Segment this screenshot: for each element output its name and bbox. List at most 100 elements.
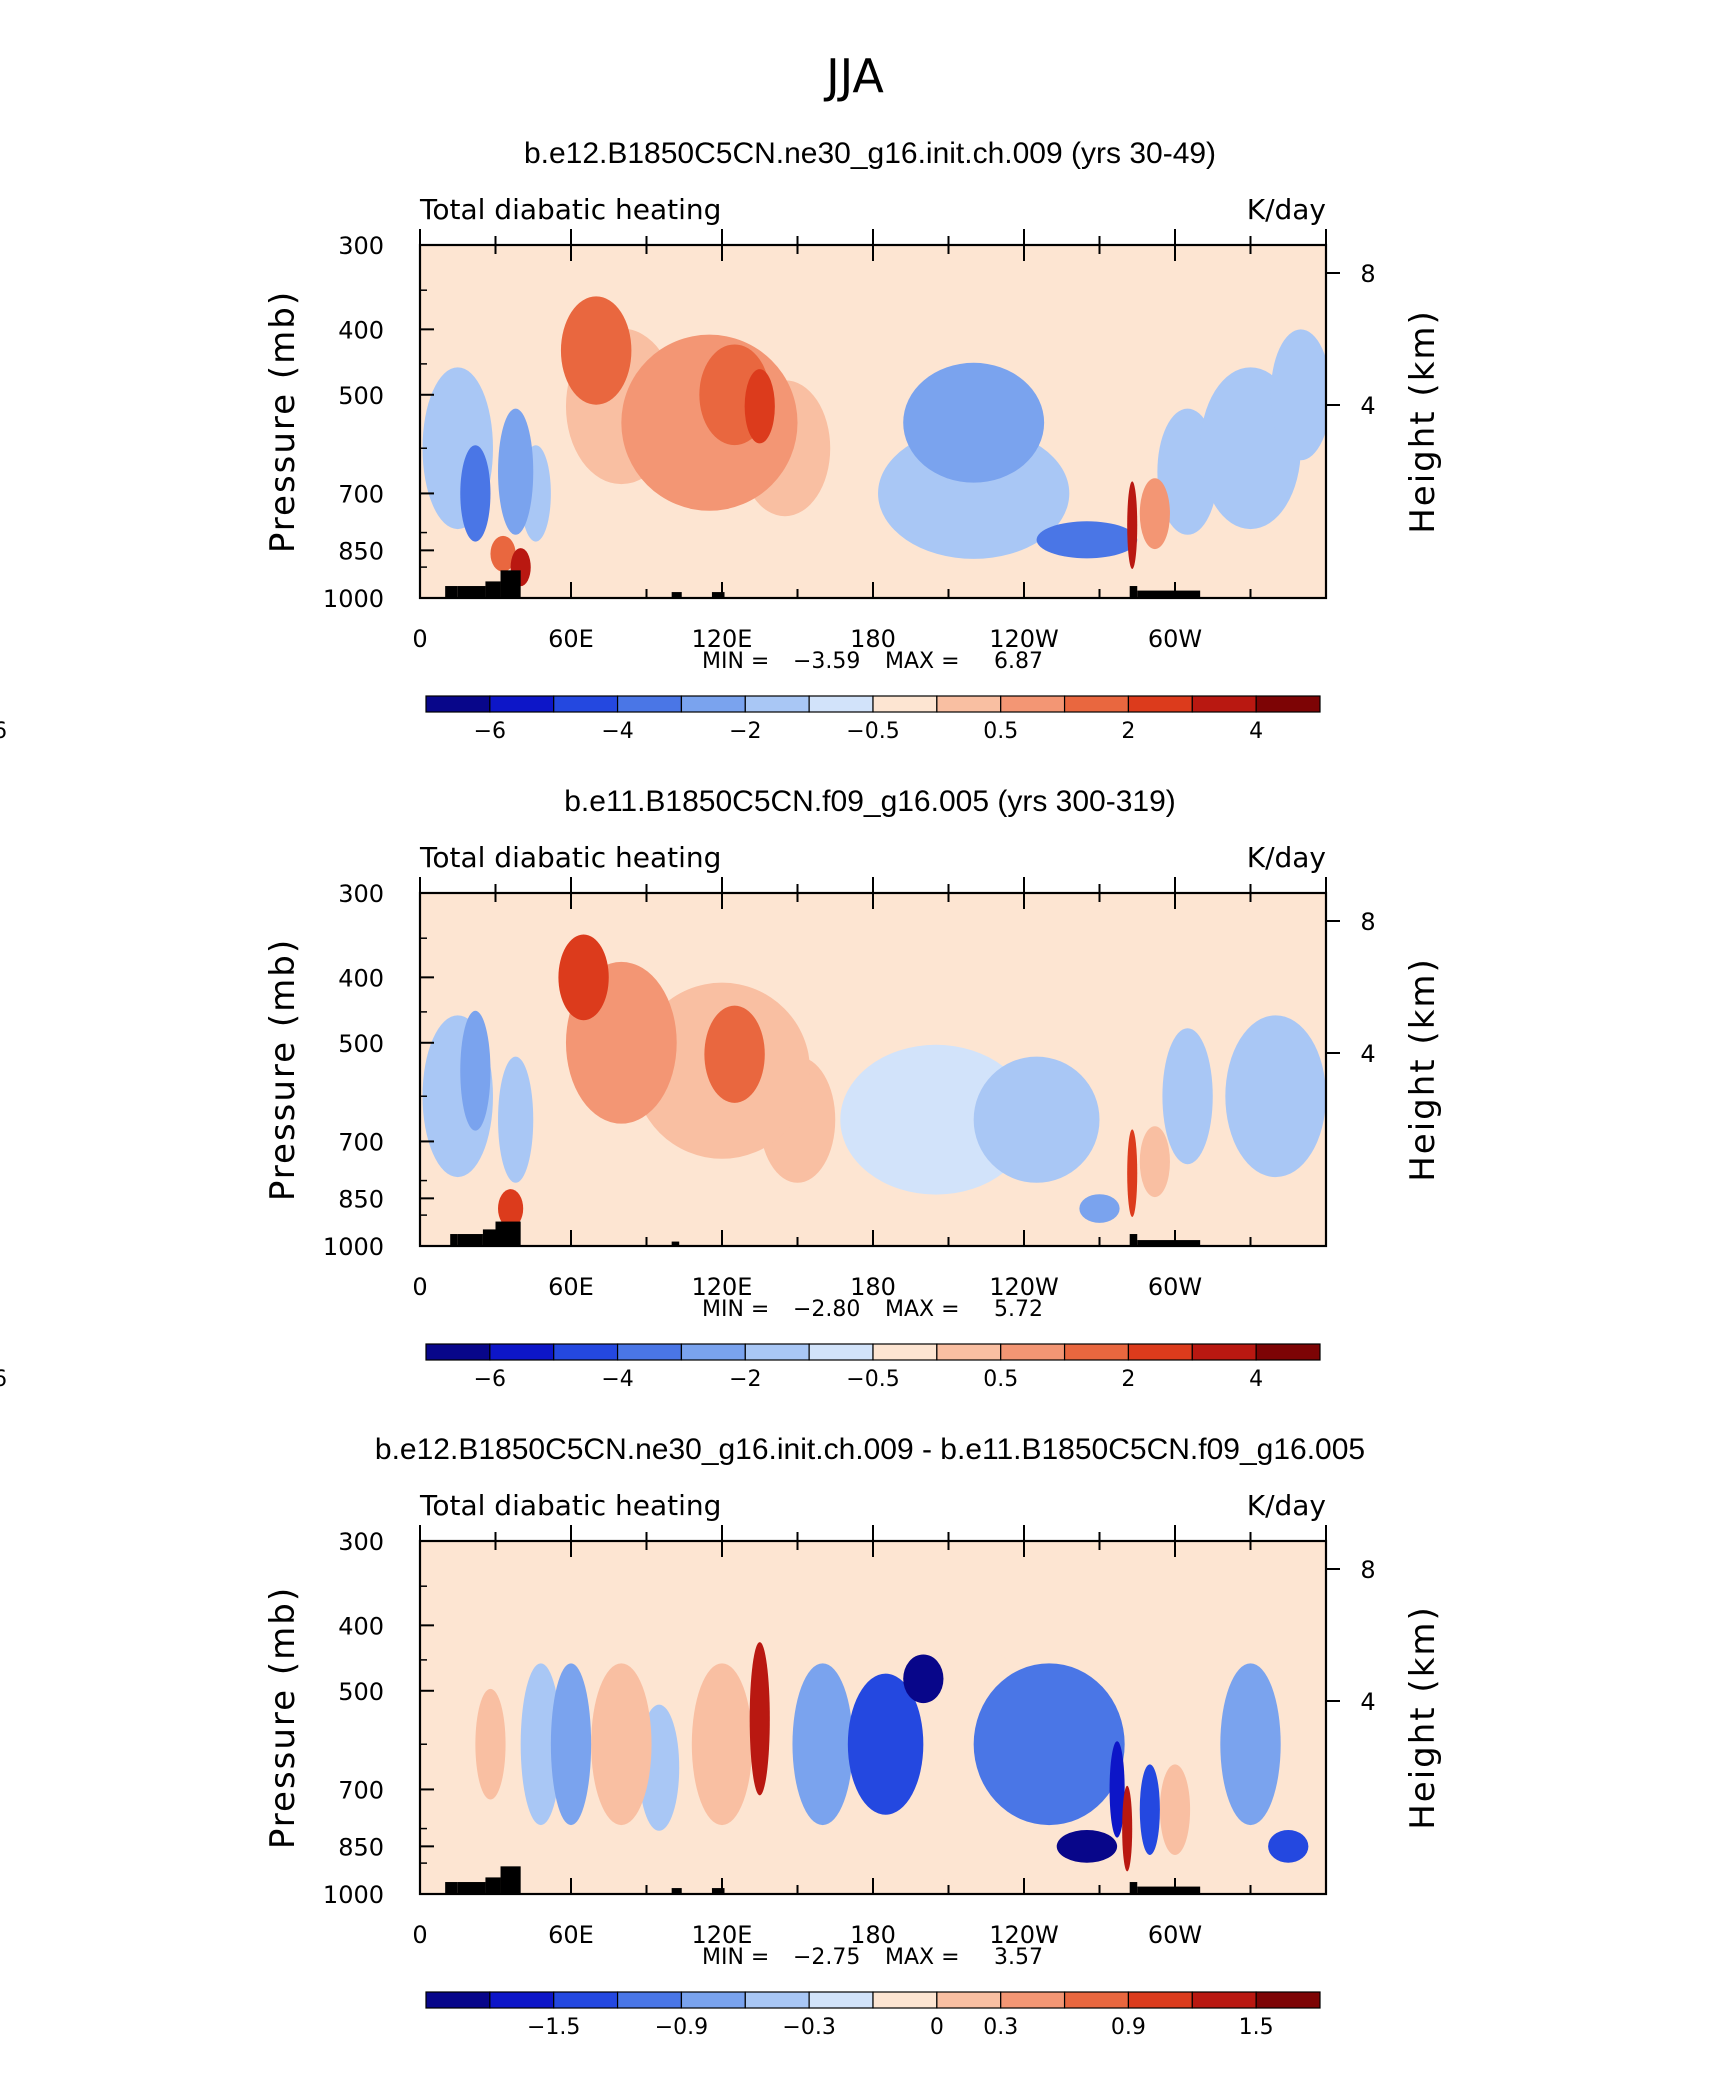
contour-region <box>460 1010 491 1131</box>
contour-region <box>1270 329 1326 461</box>
y-tick-label: 850 <box>338 1833 384 1861</box>
contour-region <box>490 535 516 572</box>
x-tick-label: 0 <box>412 625 427 653</box>
x-tick-label: 120W <box>989 1273 1059 1301</box>
y-tick-label: 700 <box>338 1776 384 1804</box>
topography-mask <box>1129 1882 1138 1894</box>
topography-mask <box>445 586 458 598</box>
topography-mask <box>671 1241 680 1246</box>
units-label: K/day <box>1247 1489 1326 1522</box>
colorbar-swatch <box>1127 695 1193 713</box>
x-tick-label: 120E <box>692 625 753 653</box>
colorbar-swatch <box>553 695 619 713</box>
contour-region <box>520 1663 561 1826</box>
x-tick-label: 180 <box>850 1921 896 1949</box>
colorbar-swatch <box>1063 1343 1130 1361</box>
contour-region <box>460 445 491 542</box>
colorbar: −6 −4 −2 −0.5 0.5 2 4 6 <box>0 695 1321 744</box>
y-tick-label: 500 <box>338 382 384 410</box>
units-label: K/day <box>1247 841 1326 874</box>
min-value: −2.80 <box>793 1297 860 1322</box>
colorbar-swatch <box>489 1991 555 2009</box>
topography-mask <box>495 1221 521 1246</box>
colorbar-swatch <box>808 695 874 713</box>
panel-1: b.e12.B1850C5CN.ne30_g16.init.ch.009 (yr… <box>0 137 1443 744</box>
contour-region <box>591 1663 652 1826</box>
contour-region <box>1127 1129 1138 1217</box>
contour-region <box>498 1056 534 1183</box>
topography-mask <box>457 1234 483 1246</box>
topography-mask <box>450 1234 458 1246</box>
colorbar-label: 2 <box>1121 719 1135 744</box>
colorbar: −6 −4 −2 −0.5 0.5 2 4 6 <box>0 1343 1321 1392</box>
colorbar-label: 1.5 <box>1239 2015 1274 2040</box>
min-value: −2.75 <box>793 1945 860 1970</box>
colorbar-swatch <box>1255 695 1321 713</box>
colorbar-swatch <box>425 695 491 713</box>
colorbar-swatch <box>872 1343 938 1361</box>
colorbar-swatch <box>1191 1343 1257 1361</box>
topography-mask <box>457 1882 486 1894</box>
y-tick-label: 850 <box>338 537 384 565</box>
colorbar-swatch <box>1255 1991 1321 2009</box>
max-value: 5.72 <box>994 1297 1043 1322</box>
topography-mask <box>1129 586 1138 598</box>
colorbar-swatch <box>936 1343 1002 1361</box>
colorbar-swatch <box>553 1991 619 2009</box>
x-tick-label: 0 <box>412 1273 427 1301</box>
colorbar-swatch <box>1063 1991 1130 2009</box>
panel-title: b.e11.B1850C5CN.f09_g16.005 (yrs 300-319… <box>564 785 1176 818</box>
contour-region <box>1139 1126 1170 1198</box>
height-tick-label: 4 <box>1360 1040 1375 1068</box>
max-label: MAX = <box>885 1945 960 1970</box>
topography-mask <box>711 1888 725 1894</box>
topography-mask <box>671 1888 682 1894</box>
colorbar-label: 0.5 <box>983 719 1018 744</box>
height-axis-label: Height (km) <box>1403 309 1443 534</box>
colorbar-label: 6 <box>0 1367 7 1392</box>
colorbar-label: −0.9 <box>655 2015 708 2040</box>
x-tick-label: 60E <box>548 1921 594 1949</box>
panel-3: b.e12.B1850C5CN.ne30_g16.init.ch.009 - b… <box>263 1433 1443 2040</box>
colorbar-swatch <box>744 695 810 713</box>
contour-region <box>847 1673 924 1815</box>
colorbar-swatch <box>744 1343 810 1361</box>
y-tick-label: 300 <box>338 232 384 260</box>
x-tick-label: 120W <box>989 1921 1059 1949</box>
y-tick-label: 500 <box>338 1030 384 1058</box>
topography-mask <box>1129 1234 1138 1246</box>
topography-mask <box>482 1229 496 1246</box>
panel-title: b.e12.B1850C5CN.ne30_g16.init.ch.009 - b… <box>375 1433 1365 1466</box>
topography-mask <box>445 1882 458 1894</box>
colorbar-swatch <box>808 1991 874 2009</box>
min-label: MIN = <box>702 649 769 674</box>
contour-field <box>420 1541 1326 1894</box>
min-label: MIN = <box>702 1297 769 1322</box>
colorbar-label: 0.9 <box>1111 2015 1146 2040</box>
colorbar-swatch <box>1191 695 1257 713</box>
colorbar-swatch <box>1191 1991 1257 2009</box>
y-tick-label: 850 <box>338 1185 384 1213</box>
colorbar: −1.5 −0.9 −0.3 0 0.3 0.9 1.5 <box>425 1991 1321 2040</box>
colorbar-label: −2 <box>729 719 761 744</box>
contour-region <box>991 1612 1092 1667</box>
colorbar-label: −0.5 <box>846 1367 899 1392</box>
colorbar-swatch <box>425 1991 491 2009</box>
contour-region <box>498 408 534 535</box>
y-tick-label: 1000 <box>323 585 384 613</box>
y-tick-label: 1000 <box>323 1881 384 1909</box>
units-label: K/day <box>1247 193 1326 226</box>
colorbar-swatch <box>936 695 1002 713</box>
contour-region <box>427 1663 488 1826</box>
colorbar-swatch <box>489 1343 555 1361</box>
height-tick-label: 8 <box>1360 908 1375 936</box>
colorbar-swatch <box>1255 1343 1321 1361</box>
colorbar-label: 4 <box>1249 1367 1263 1392</box>
topography-mask <box>500 1866 521 1894</box>
contour-region <box>1225 1015 1326 1178</box>
y-tick-label: 400 <box>338 964 384 992</box>
contour-region <box>1122 1785 1133 1872</box>
variable-label: Total diabatic heating <box>419 193 721 226</box>
colorbar-label: 4 <box>1249 719 1263 744</box>
contour-region <box>973 1663 1125 1826</box>
